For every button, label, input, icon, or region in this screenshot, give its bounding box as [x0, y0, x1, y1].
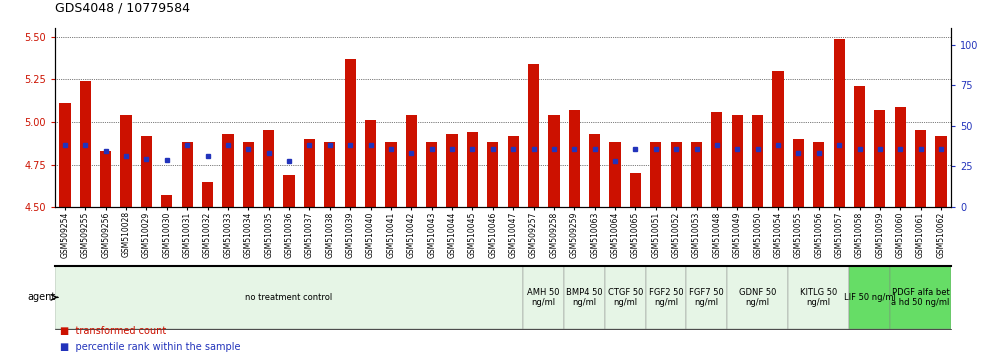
- Bar: [650, 142, 661, 207]
- Bar: [121, 115, 131, 207]
- Bar: [605, 266, 645, 329]
- Bar: [773, 71, 784, 207]
- Bar: [487, 142, 498, 207]
- Bar: [645, 266, 686, 329]
- Bar: [670, 142, 681, 207]
- Bar: [446, 134, 457, 207]
- Bar: [850, 266, 890, 329]
- Text: FGF2 50
ng/ml: FGF2 50 ng/ml: [648, 288, 683, 307]
- Text: GDNF 50
ng/ml: GDNF 50 ng/ml: [739, 288, 776, 307]
- Bar: [752, 115, 763, 207]
- Bar: [426, 142, 437, 207]
- Bar: [788, 266, 850, 329]
- Bar: [263, 131, 274, 207]
- Text: BMP4 50
ng/ml: BMP4 50 ng/ml: [566, 288, 603, 307]
- Text: FGF7 50
ng/ml: FGF7 50 ng/ml: [689, 288, 724, 307]
- Text: GDS4048 / 10779584: GDS4048 / 10779584: [55, 1, 190, 14]
- Bar: [727, 266, 788, 329]
- Bar: [140, 136, 152, 207]
- Bar: [793, 139, 804, 207]
- Bar: [55, 266, 523, 329]
- Bar: [365, 120, 376, 207]
- Bar: [101, 151, 112, 207]
- Text: KITLG 50
ng/ml: KITLG 50 ng/ml: [800, 288, 838, 307]
- Bar: [549, 115, 560, 207]
- Text: no treatment control: no treatment control: [245, 293, 333, 302]
- Bar: [243, 142, 254, 207]
- Text: ■  transformed count: ■ transformed count: [60, 326, 166, 336]
- Text: agent: agent: [27, 292, 55, 302]
- Text: ■  percentile rank within the sample: ■ percentile rank within the sample: [60, 342, 240, 352]
- Bar: [325, 142, 336, 207]
- Bar: [564, 266, 605, 329]
- Bar: [80, 81, 91, 207]
- Bar: [528, 64, 539, 207]
- Bar: [222, 134, 233, 207]
- Bar: [915, 131, 926, 207]
- Bar: [890, 266, 951, 329]
- Bar: [629, 173, 641, 207]
- Bar: [202, 182, 213, 207]
- Bar: [589, 134, 601, 207]
- Bar: [345, 59, 356, 207]
- Bar: [610, 142, 621, 207]
- Bar: [181, 142, 193, 207]
- Bar: [935, 136, 946, 207]
- Text: PDGF alfa bet
a hd 50 ng/ml: PDGF alfa bet a hd 50 ng/ml: [891, 288, 950, 307]
- Text: LIF 50 ng/ml: LIF 50 ng/ml: [844, 293, 895, 302]
- Text: CTGF 50
ng/ml: CTGF 50 ng/ml: [608, 288, 642, 307]
- Bar: [691, 142, 702, 207]
- Text: AMH 50
ng/ml: AMH 50 ng/ml: [528, 288, 560, 307]
- Bar: [813, 142, 825, 207]
- Bar: [854, 86, 866, 207]
- Bar: [284, 175, 295, 207]
- Bar: [60, 103, 71, 207]
- Bar: [405, 115, 417, 207]
- Bar: [894, 107, 905, 207]
- Bar: [161, 195, 172, 207]
- Bar: [874, 110, 885, 207]
- Bar: [711, 112, 722, 207]
- Bar: [569, 110, 580, 207]
- Bar: [686, 266, 727, 329]
- Bar: [508, 136, 519, 207]
- Bar: [523, 266, 564, 329]
- Bar: [385, 142, 396, 207]
- Bar: [467, 132, 478, 207]
- Bar: [732, 115, 743, 207]
- Bar: [834, 39, 845, 207]
- Bar: [304, 139, 315, 207]
